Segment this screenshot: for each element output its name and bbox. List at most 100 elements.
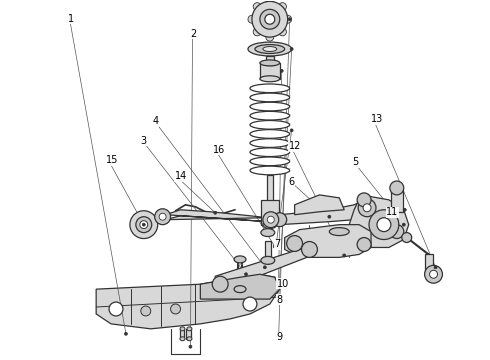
Text: 9: 9 [276,332,283,342]
Circle shape [268,216,274,223]
Bar [266,56,274,65]
Circle shape [109,302,123,316]
Circle shape [434,266,437,269]
Polygon shape [349,195,409,247]
Circle shape [248,15,256,23]
Circle shape [278,3,287,10]
Circle shape [301,242,318,257]
Circle shape [287,235,302,251]
Circle shape [130,211,158,239]
Ellipse shape [234,286,246,293]
Circle shape [142,223,145,226]
Circle shape [252,1,288,37]
Polygon shape [215,244,315,289]
Circle shape [263,266,267,269]
Text: 13: 13 [371,114,384,124]
Ellipse shape [261,229,275,237]
Text: 7: 7 [274,239,280,249]
Text: 16: 16 [214,145,226,155]
Text: 5: 5 [352,157,358,167]
Bar [425,255,433,272]
Circle shape [171,304,180,314]
Circle shape [357,193,371,207]
Circle shape [253,3,261,10]
Ellipse shape [263,46,277,51]
Circle shape [260,9,280,29]
Circle shape [403,208,406,211]
Text: 6: 6 [289,177,295,187]
Circle shape [265,14,275,24]
Bar [260,63,280,79]
Circle shape [243,297,257,311]
Text: 8: 8 [276,295,283,305]
Circle shape [290,48,293,50]
Ellipse shape [187,327,192,331]
Ellipse shape [250,148,290,157]
Circle shape [159,213,166,220]
Ellipse shape [255,45,285,54]
Ellipse shape [250,157,290,166]
Circle shape [273,213,287,227]
Polygon shape [280,200,367,225]
Bar [265,240,271,260]
Circle shape [358,199,376,217]
Text: 12: 12 [289,141,301,151]
Circle shape [124,332,127,335]
Circle shape [357,238,371,251]
Text: 3: 3 [141,136,147,146]
Ellipse shape [260,60,280,66]
Polygon shape [285,225,371,257]
Circle shape [189,345,192,348]
Circle shape [430,270,438,278]
Polygon shape [166,210,268,222]
Ellipse shape [250,121,290,129]
Text: 10: 10 [276,279,289,289]
Circle shape [245,273,247,276]
Ellipse shape [180,337,185,341]
Ellipse shape [250,111,290,120]
Ellipse shape [261,256,275,264]
Circle shape [253,28,261,36]
Ellipse shape [250,166,290,175]
Circle shape [288,18,291,21]
Circle shape [280,69,283,72]
Polygon shape [200,274,280,299]
Circle shape [363,204,371,212]
Circle shape [278,28,287,36]
Circle shape [141,306,151,316]
Ellipse shape [250,93,290,102]
Circle shape [263,212,279,228]
Text: 15: 15 [106,156,119,165]
Bar [391,190,403,212]
Bar [267,175,273,220]
Circle shape [369,210,399,239]
Ellipse shape [180,327,185,331]
Circle shape [328,215,331,218]
Bar [187,329,192,339]
Bar [261,200,279,225]
Circle shape [402,223,405,226]
Ellipse shape [234,256,246,263]
Ellipse shape [263,221,277,229]
Ellipse shape [250,84,290,93]
Polygon shape [96,274,280,329]
Circle shape [290,129,293,132]
Ellipse shape [260,76,280,82]
Circle shape [136,217,152,233]
Circle shape [343,254,346,257]
Ellipse shape [187,337,192,341]
Circle shape [266,33,274,41]
Bar [179,329,184,339]
Circle shape [140,221,148,229]
Circle shape [273,245,276,248]
Circle shape [377,218,391,231]
Circle shape [266,0,274,5]
Text: 14: 14 [174,171,187,181]
Circle shape [390,225,404,239]
Ellipse shape [250,130,290,138]
Circle shape [214,211,217,214]
Ellipse shape [329,228,349,235]
Circle shape [284,15,292,23]
Circle shape [390,181,404,195]
Ellipse shape [248,42,292,56]
